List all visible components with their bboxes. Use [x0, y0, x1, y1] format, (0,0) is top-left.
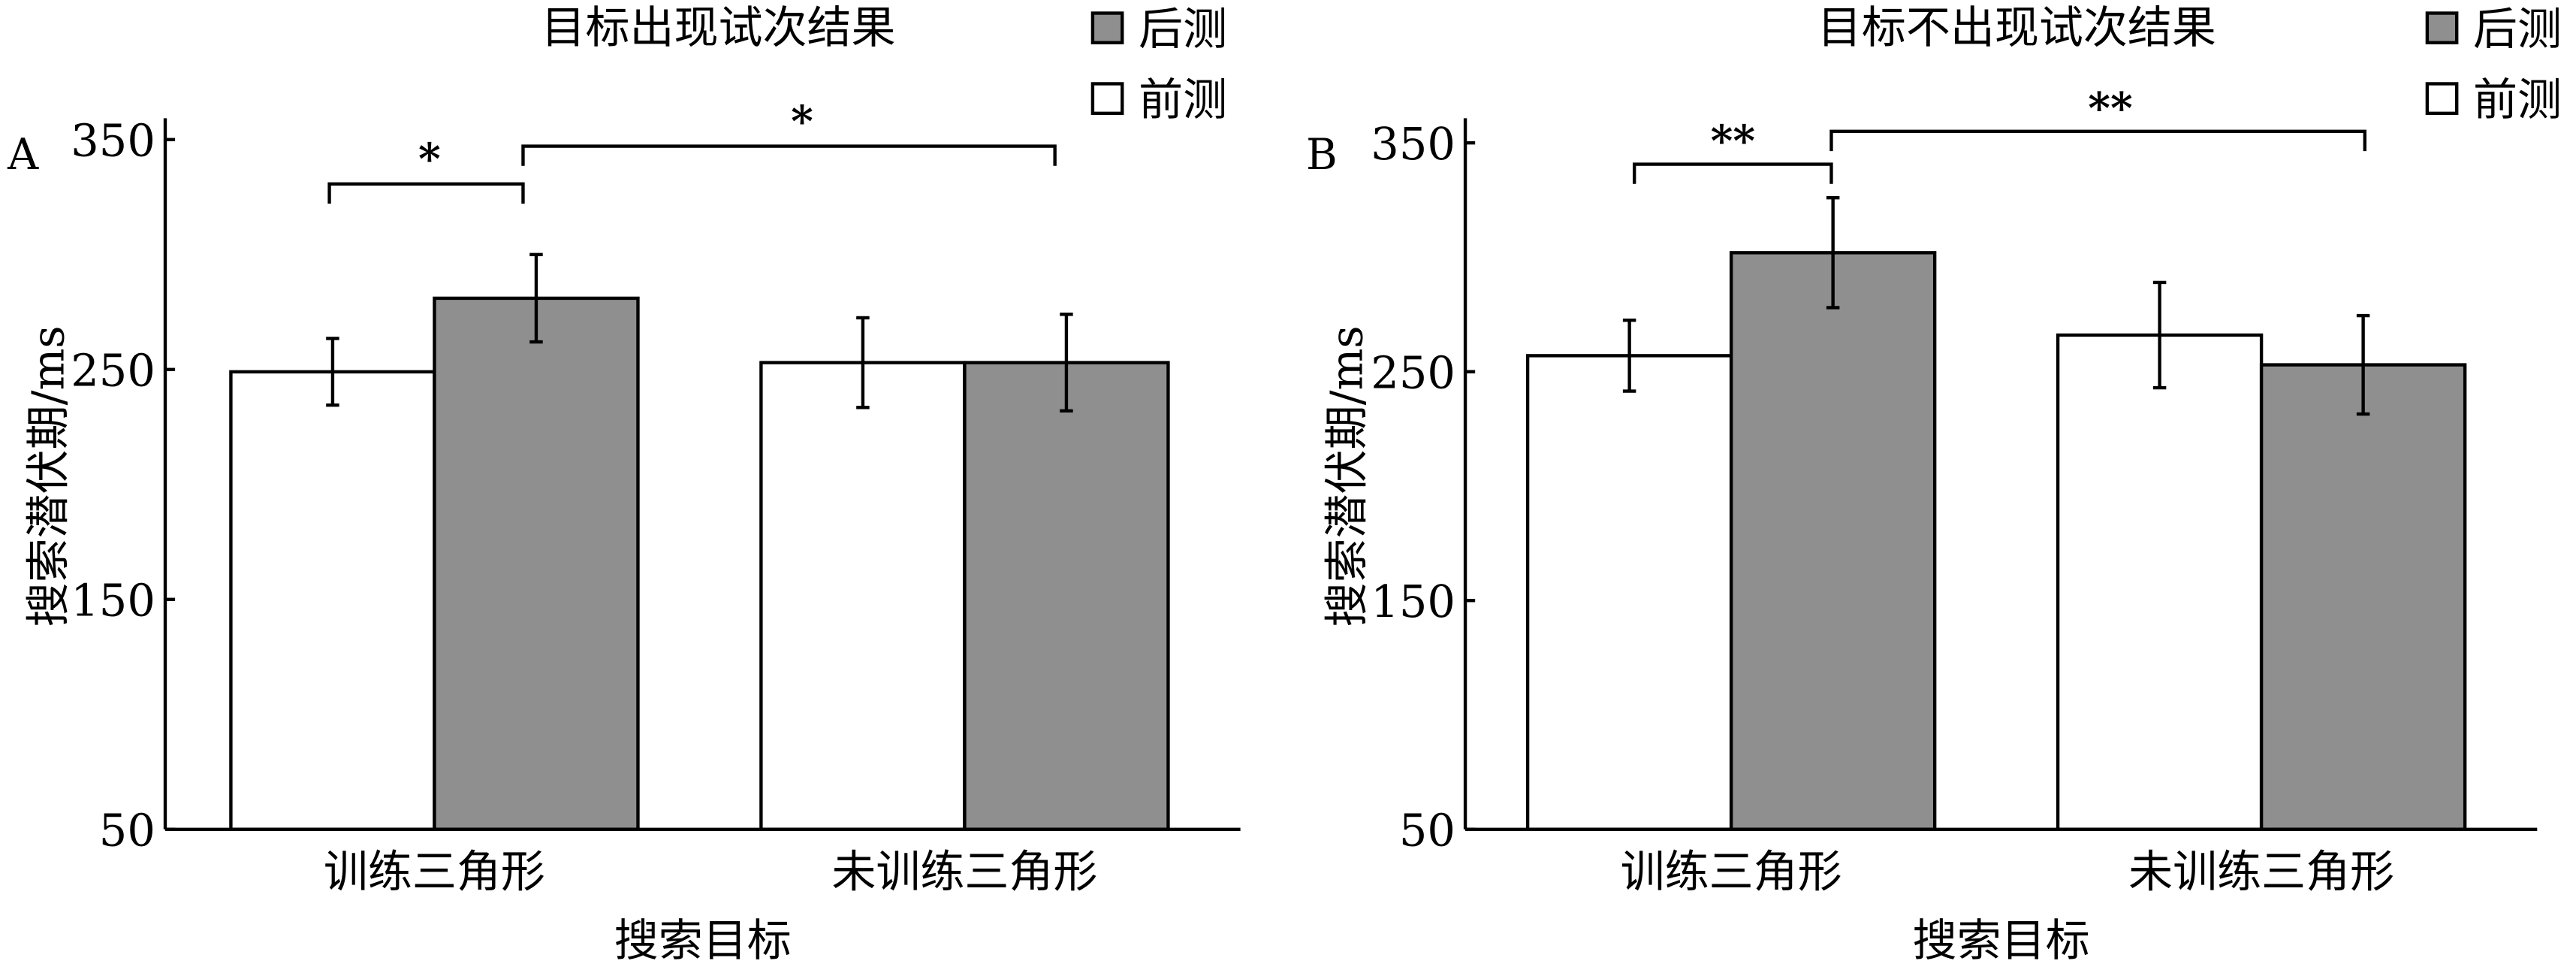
- bar: [2056, 333, 2264, 831]
- chart-title: 目标出现试次结果: [541, 2, 896, 53]
- x-tick-label: 未训练三角形: [2128, 845, 2394, 897]
- significance-marker: *: [791, 97, 813, 147]
- significance-bracket: [1632, 162, 1833, 184]
- bar: [2259, 363, 2467, 831]
- bar: [433, 296, 640, 831]
- panel-label: B: [1306, 130, 1338, 180]
- significance-marker: **: [2088, 84, 2132, 134]
- y-tick-label: 350: [1371, 118, 1455, 170]
- x-axis-label: 搜索目标: [1913, 914, 2090, 964]
- y-tick-label: 150: [71, 575, 155, 627]
- bar: [1525, 354, 1733, 831]
- y-tick-label: 350: [71, 115, 155, 167]
- legend-label: 前测: [2473, 74, 2562, 125]
- panel-label: A: [7, 130, 39, 180]
- significance-bracket: [1829, 129, 2366, 152]
- legend-swatch: [2425, 82, 2459, 115]
- significance-bracket: [327, 182, 525, 204]
- bar: [229, 370, 436, 831]
- x-tick-label: 训练三角形: [324, 845, 545, 897]
- x-tick-label: 未训练三角形: [831, 845, 1097, 897]
- bar: [1729, 251, 1937, 831]
- y-axis-label: 搜索潜伏期/ms: [1320, 325, 1372, 627]
- legend-swatch: [1090, 82, 1124, 115]
- y-tick-label: 250: [1371, 347, 1455, 399]
- y-tick-label: 250: [71, 345, 155, 397]
- significance-marker: **: [1711, 117, 1755, 167]
- y-tick-label: 50: [99, 805, 155, 857]
- significance-bracket: [521, 144, 1057, 166]
- legend-swatch: [2425, 11, 2459, 45]
- legend-label: 后测: [2473, 3, 2562, 55]
- bar: [759, 361, 967, 831]
- x-axis-label: 搜索目标: [614, 914, 792, 964]
- legend-swatch: [1090, 11, 1124, 45]
- y-axis-label: 搜索潜伏期/ms: [22, 325, 74, 627]
- significance-marker: *: [418, 135, 441, 185]
- chart-title: 目标不出现试次结果: [1817, 2, 2216, 53]
- legend-label: 后测: [1139, 3, 1227, 55]
- legend-label: 前测: [1139, 74, 1227, 125]
- x-tick-label: 训练三角形: [1621, 845, 1842, 897]
- y-tick-label: 50: [1399, 805, 1455, 857]
- bar: [963, 361, 1170, 831]
- y-tick-label: 150: [1371, 576, 1455, 627]
